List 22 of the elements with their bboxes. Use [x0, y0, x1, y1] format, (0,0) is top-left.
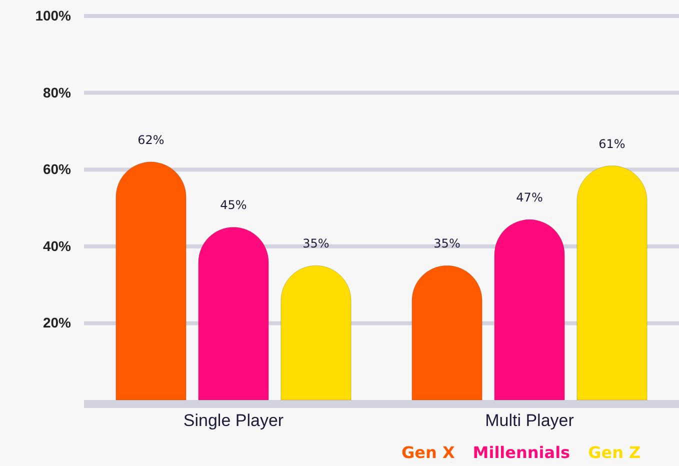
y-tick-label: 20%	[42, 314, 72, 331]
data-label: 35%	[434, 236, 460, 251]
data-label: 47%	[516, 190, 543, 205]
y-tick-label: 40%	[42, 238, 72, 254]
y-tick-label: 60%	[42, 161, 72, 178]
data-label: 62%	[138, 132, 164, 147]
x-tick-label: Multi Player	[485, 411, 574, 430]
bar	[576, 166, 648, 400]
y-tick-label: 100%	[35, 7, 72, 24]
data-label: 35%	[302, 236, 330, 251]
text: Millennials	[472, 443, 570, 462]
text: Gen Z	[588, 443, 641, 462]
text: Gen X	[402, 443, 456, 462]
y-tick-label: 80%	[42, 84, 72, 100]
bar	[280, 265, 352, 400]
x-tick-label: Single Player	[183, 411, 284, 430]
bar	[198, 227, 269, 400]
data-label: 45%	[220, 198, 247, 212]
bar	[116, 162, 186, 400]
bar	[412, 265, 482, 400]
bar	[494, 219, 565, 400]
data-label: 61%	[598, 136, 626, 151]
